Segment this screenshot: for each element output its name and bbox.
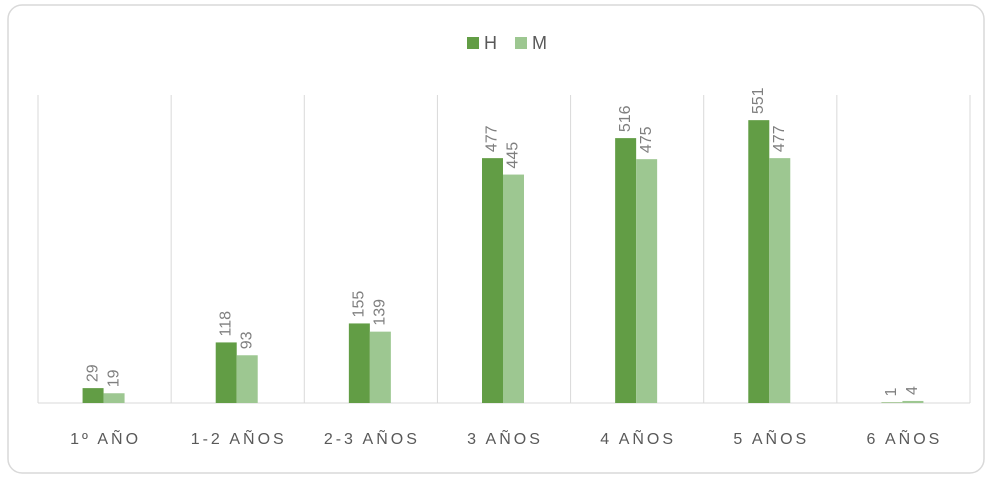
x-tick-label: 6 AÑOS — [867, 428, 943, 448]
bar — [881, 402, 903, 403]
x-tick-label: 1º AÑO — [70, 428, 141, 448]
bar — [503, 174, 524, 403]
data-label: 445 — [505, 142, 522, 169]
bar — [769, 158, 791, 403]
x-tick-label: 4 AÑOS — [600, 428, 676, 448]
bar — [215, 342, 237, 403]
data-label: 1 — [883, 387, 900, 396]
legend-swatch — [467, 37, 479, 49]
data-label: 477 — [771, 125, 788, 152]
data-label: 4 — [904, 386, 921, 395]
bar — [82, 388, 104, 403]
data-label: 93 — [238, 331, 255, 349]
data-label: 19 — [105, 369, 122, 387]
legend-label: H — [484, 33, 497, 53]
x-tick-label: 3 AÑOS — [467, 428, 543, 448]
bar — [369, 331, 391, 403]
bar — [748, 120, 770, 404]
data-label: 155 — [351, 291, 368, 318]
bar — [615, 138, 637, 403]
data-label: 516 — [617, 105, 634, 132]
bar — [348, 323, 370, 403]
x-tick-label: 5 AÑOS — [733, 428, 809, 448]
legend-label: M — [532, 33, 547, 53]
data-label: 475 — [638, 126, 655, 153]
bar — [636, 159, 658, 403]
data-label: 118 — [217, 311, 234, 337]
data-label: 551 — [750, 87, 767, 114]
bar — [103, 393, 125, 403]
x-tick-label: 2-3 AÑOS — [324, 428, 420, 448]
x-tick-label: 1-2 AÑOS — [191, 428, 287, 448]
data-label: 29 — [84, 364, 101, 382]
bar — [482, 158, 503, 403]
data-label: 139 — [372, 299, 389, 326]
bar — [236, 355, 258, 403]
bar — [902, 400, 924, 403]
legend-swatch — [515, 37, 527, 49]
data-label: 477 — [484, 125, 501, 152]
